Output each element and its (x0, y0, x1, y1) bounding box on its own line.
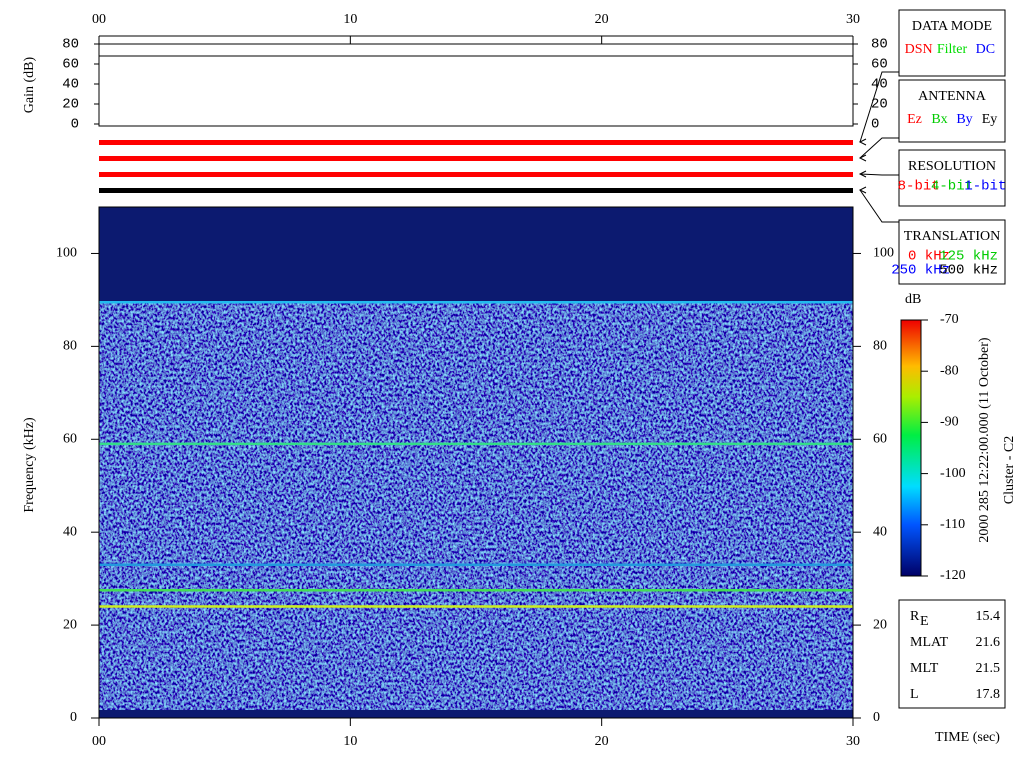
y-tick-label: 0 (71, 117, 79, 133)
info-value: 21.5 (976, 661, 1001, 676)
x-tick-label: 00 (92, 734, 106, 749)
legend-item: DC (976, 42, 995, 57)
x-tick-label: 20 (595, 12, 609, 27)
legend-item: 4-bit (931, 179, 973, 195)
legend-item: Filter (937, 42, 968, 57)
x-tick-label: 10 (343, 12, 357, 27)
y-tick-label: 20 (871, 97, 888, 113)
gain-panel (98, 43, 854, 127)
legend-box (898, 149, 1006, 207)
y-tick-label: 20 (62, 97, 79, 113)
spectrogram-frame (98, 206, 854, 719)
connector (859, 137, 899, 159)
legend-item: 250 kHz (891, 263, 950, 279)
y-tick-label: 40 (871, 77, 888, 93)
y-tick-label: 100 (873, 246, 894, 261)
colorbar-tick-label: -90 (940, 415, 959, 430)
colorbar-tick-label: -110 (940, 517, 965, 532)
status-bar (99, 188, 853, 193)
connector-arrow (858, 138, 867, 146)
y-tick-label: 80 (873, 339, 887, 354)
x-tick-label: 30 (846, 734, 860, 749)
connector-arrow (858, 186, 867, 194)
gain-axis-label: Gain (dB) (22, 56, 37, 113)
y-tick-label: 40 (63, 524, 77, 539)
y-tick-label: 60 (63, 431, 77, 446)
connector (859, 189, 899, 223)
info-box (898, 599, 1006, 709)
y-tick-label: 0 (873, 710, 880, 725)
info-value: 15.4 (976, 609, 1001, 624)
legend-box (898, 79, 1006, 143)
time-axis-label: TIME (sec) (935, 730, 1000, 745)
y-tick-label: 80 (871, 37, 888, 53)
connector (859, 71, 899, 143)
colorbar-tick-label: -100 (940, 466, 966, 481)
y-tick-label: 20 (873, 617, 887, 632)
spectrogram-noise (99, 302, 853, 710)
colorbar-tick-label: -80 (940, 363, 959, 378)
legend-item: 0 kHz (908, 249, 950, 265)
y-tick-label: 20 (63, 617, 77, 632)
colorbar (900, 319, 922, 577)
y-tick-label: 40 (873, 524, 887, 539)
date-label: 2000 285 12:22:00.000 (11 October) (977, 337, 992, 543)
info-label-sub: E (920, 614, 929, 629)
legend-item: 8-bit (898, 179, 940, 195)
legend-box-title: TRANSLATION (904, 229, 1000, 244)
x-tick-label: 10 (343, 734, 357, 749)
legend-item: 1-bit (964, 179, 1006, 195)
info-label: MLT (910, 661, 939, 676)
y-tick-label: 100 (56, 246, 77, 261)
colorbar-label: dB (905, 292, 921, 307)
info-value: 21.6 (976, 635, 1001, 650)
y-tick-label: 40 (62, 77, 79, 93)
legend-item: DSN (905, 42, 933, 57)
legend-box (898, 9, 1006, 77)
info-label: MLAT (910, 635, 949, 650)
y-tick-label: 0 (871, 117, 879, 133)
legend-item: Ez (907, 112, 922, 127)
x-tick-label: 00 (92, 12, 106, 27)
connector-arrow (858, 170, 867, 178)
legend-item: 500 kHz (939, 263, 998, 279)
x-tick-label: 30 (846, 12, 860, 27)
info-label: L (910, 687, 919, 702)
y-tick-label: 80 (62, 37, 79, 53)
y-tick-label: 60 (62, 57, 79, 73)
connector (859, 173, 899, 176)
info-value: 17.8 (976, 687, 1001, 702)
spacecraft-label: Cluster - C2 (1002, 436, 1017, 504)
x-tick-label: 20 (595, 734, 609, 749)
colorbar-tick-label: -70 (940, 312, 959, 327)
frequency-axis-label: Frequency (kHz) (22, 417, 37, 513)
status-bar (99, 156, 853, 161)
status-bar (99, 172, 853, 177)
legend-item: 125 kHz (939, 249, 998, 265)
y-tick-label: 60 (871, 57, 888, 73)
legend-box-title: ANTENNA (918, 89, 987, 104)
connector-arrow (858, 154, 867, 162)
info-label: R (910, 609, 920, 624)
legend-item: Ey (982, 112, 998, 127)
legend-box-title: RESOLUTION (908, 159, 996, 174)
legend-box (898, 219, 1006, 285)
legend-item: By (956, 112, 972, 127)
legend-box-title: DATA MODE (912, 19, 992, 34)
y-tick-label: 80 (63, 339, 77, 354)
status-bar (99, 140, 853, 145)
y-tick-label: 0 (70, 710, 77, 725)
colorbar-tick-label: -120 (940, 568, 966, 583)
legend-item: Bx (931, 112, 947, 127)
y-tick-label: 60 (873, 431, 887, 446)
